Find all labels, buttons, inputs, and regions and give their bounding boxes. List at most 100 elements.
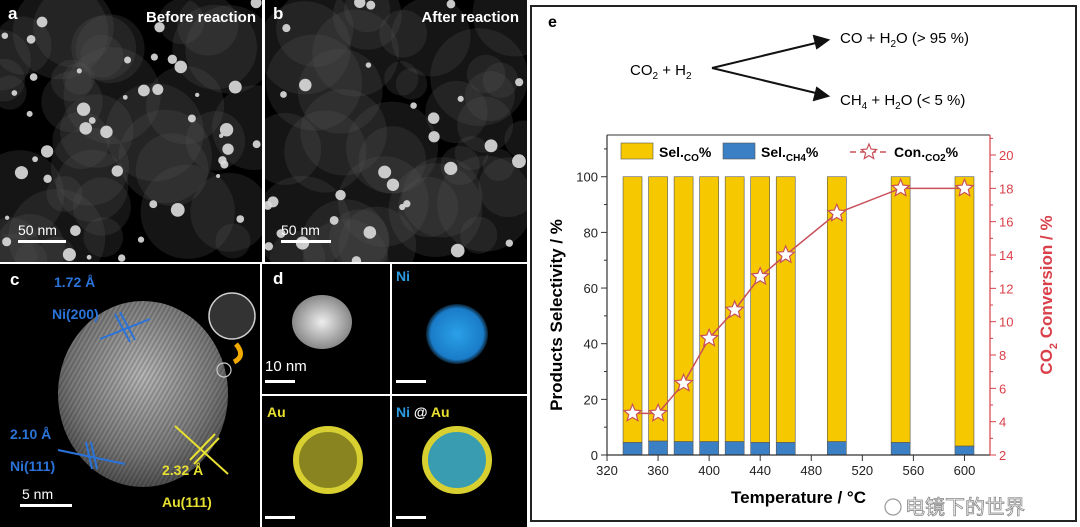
nanoparticle: [62, 248, 76, 262]
x-tick-label: 320: [596, 463, 618, 478]
support-cloud: [105, 83, 204, 182]
nanoparticle: [11, 90, 18, 96]
nanoparticle: [88, 117, 96, 124]
nanoparticle: [149, 200, 158, 209]
legend-label-part: Sel.: [761, 144, 786, 160]
support-cloud: [482, 149, 515, 182]
support-cloud: [56, 149, 129, 222]
x-tick-label: 400: [698, 463, 720, 478]
support-cloud: [338, 206, 417, 262]
panel-letter-d: d: [273, 269, 284, 288]
panel-a-before-reaction-image: a Before reaction 50 nm: [0, 0, 262, 262]
y2-tick-label: 18: [999, 181, 1013, 196]
point-conversion: [724, 299, 745, 319]
nanoparticle: [363, 226, 377, 239]
nanoparticle: [484, 139, 498, 153]
line-conversion: [632, 187, 965, 415]
bar-sel-ch4: [750, 442, 771, 456]
nanoparticle: [40, 145, 54, 158]
nanoparticle: [218, 133, 224, 139]
nanoparticle: [216, 174, 221, 179]
support-cloud: [185, 5, 262, 94]
support-cloud: [284, 110, 367, 193]
selectivity-conversion-chart: e CO2 + H2 CO + H2O (> 95 %) CH4 + H2O (…: [547, 14, 1060, 519]
nanoparticle-hrtem: [57, 292, 256, 487]
legend-swatch: [722, 142, 756, 160]
y2-tick-label: 4: [999, 415, 1006, 430]
nanoparticle: [170, 202, 185, 217]
nanoparticle: [265, 242, 274, 251]
support-cloud: [379, 9, 427, 58]
ni-map-label: Ni: [396, 268, 410, 284]
support-cloud: [344, 0, 391, 33]
legend-label-part: CH4: [786, 153, 806, 164]
nanoparticle: [137, 236, 145, 243]
plane-label-au111: Au(111): [162, 494, 212, 510]
support-cloud: [135, 133, 209, 207]
support-cloud: [215, 223, 251, 259]
bar-sel-ch4: [673, 441, 694, 456]
support-cloud: [457, 96, 514, 153]
support-cloud: [177, 0, 239, 56]
y-tick-label: 0: [591, 448, 598, 463]
support-cloud: [46, 175, 83, 213]
nanoparticle: [351, 256, 362, 262]
nanoparticle: [76, 68, 82, 74]
nanoparticle: [505, 239, 514, 247]
y-tick-label: 100: [576, 170, 598, 185]
x-tick-label: 600: [954, 463, 976, 478]
panel-d-overlay-map: Ni @ Au: [392, 396, 527, 527]
support-cloud: [0, 29, 31, 91]
support-cloud: [437, 155, 527, 252]
support-cloud: [80, 34, 124, 78]
y2-label-part: 2: [1048, 343, 1060, 349]
lattice-spacing-ni200: 1.72 Å: [54, 274, 96, 290]
panel-title-after: After reaction: [421, 9, 519, 26]
support-cloud: [391, 0, 471, 77]
nanoparticle: [26, 110, 33, 117]
support-cloud: [50, 127, 130, 206]
legend-label: Sel.CH4%: [761, 144, 819, 164]
support-cloud: [52, 111, 110, 170]
nanoparticle: [174, 60, 188, 74]
support-cloud: [0, 217, 40, 262]
nanoparticle: [187, 114, 196, 123]
support-cloud: [158, 0, 205, 45]
support-cloud: [460, 216, 498, 254]
scale-bar-ni: [396, 380, 426, 383]
nanoparticle: [228, 80, 242, 94]
point-conversion: [775, 244, 796, 264]
nanoparticle: [36, 16, 48, 28]
support-cloud: [401, 156, 483, 238]
nanoparticle: [152, 83, 164, 95]
nanoparticle: [122, 94, 128, 100]
panel-letter-c: c: [10, 270, 20, 289]
nanoparticle: [86, 254, 92, 260]
scale-bar-overlay: [396, 516, 426, 519]
support-cloud: [504, 120, 527, 159]
support-cloud: [50, 59, 93, 102]
legend-star: [859, 142, 879, 160]
support-cloud: [140, 164, 235, 259]
nanoparticle: [267, 196, 279, 208]
y2-tick-label: 14: [999, 248, 1013, 263]
support-cloud: [297, 48, 383, 134]
lattice-spacing-ni111: 2.10 Å: [10, 426, 52, 442]
support-cloud: [482, 62, 519, 99]
y2-tick-label: 16: [999, 215, 1013, 230]
nanoparticle: [299, 78, 312, 92]
panel-d-au-map: Au: [262, 396, 390, 527]
y-tick-label: 80: [584, 225, 598, 240]
support-cloud: [145, 66, 225, 145]
nanoparticle: [2, 237, 12, 247]
panel-b-after-reaction-image: b After reaction 50 nm: [265, 0, 527, 262]
x-tick-label: 440: [749, 463, 771, 478]
legend-label-part: Sel.: [659, 144, 684, 160]
point-conversion: [622, 402, 643, 422]
panel-e-catalysis-chart: e CO2 + H2 CO + H2O (> 95 %) CH4 + H2O (…: [530, 5, 1077, 522]
x-tick-label: 520: [851, 463, 873, 478]
nanoparticle: [195, 92, 200, 98]
point-conversion: [673, 372, 694, 392]
legend-label-part: CO: [684, 153, 699, 164]
point-conversion: [648, 402, 669, 422]
